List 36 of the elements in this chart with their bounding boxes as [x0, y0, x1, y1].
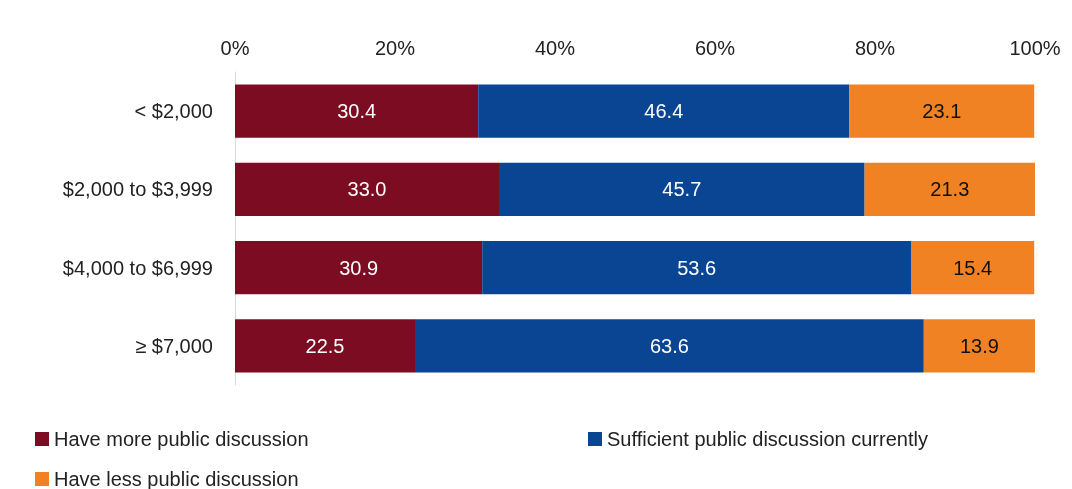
- x-tick-label: 60%: [694, 37, 736, 59]
- bar: [499, 162, 865, 216]
- x-tick-label: 40%: [534, 37, 576, 59]
- bar: [482, 241, 911, 295]
- x-tick-label: 20%: [374, 37, 416, 59]
- data-label: 23.1: [922, 100, 962, 123]
- y-tick-label: < $2,000: [134, 100, 213, 123]
- y-tick-label: ≥ $7,000: [135, 334, 213, 357]
- y-tick-label: $2,000 to $3,999: [62, 178, 213, 201]
- data-label: 46.4: [644, 100, 684, 123]
- legend-label: Sufficient public discussion currently: [607, 428, 928, 450]
- bar: [235, 319, 415, 373]
- bar: [235, 241, 483, 295]
- y-tick-label: $4,000 to $6,999: [62, 256, 213, 279]
- data-label: 21.3: [930, 178, 970, 201]
- data-label: 30.9: [339, 256, 379, 279]
- bar: [911, 241, 1035, 295]
- x-tick-label: 100%: [1009, 37, 1061, 59]
- data-label: 53.6: [677, 256, 717, 279]
- bar: [415, 319, 924, 373]
- data-label: 63.6: [649, 334, 689, 357]
- bar: [849, 84, 1035, 138]
- data-label: 30.4: [337, 100, 377, 123]
- data-label: 33.0: [347, 178, 387, 201]
- data-label: 15.4: [953, 256, 993, 279]
- bar: [235, 84, 479, 138]
- bar: [478, 84, 850, 138]
- data-label: 22.5: [305, 334, 345, 357]
- data-label: 13.9: [959, 334, 999, 357]
- bar: [923, 319, 1035, 373]
- bar: [235, 162, 499, 216]
- bar: [864, 162, 1035, 216]
- x-tick-label: 80%: [854, 37, 896, 59]
- x-tick-label: 0%: [220, 37, 250, 59]
- data-label: 45.7: [662, 178, 702, 201]
- legend-label: Have more public discussion: [54, 428, 309, 450]
